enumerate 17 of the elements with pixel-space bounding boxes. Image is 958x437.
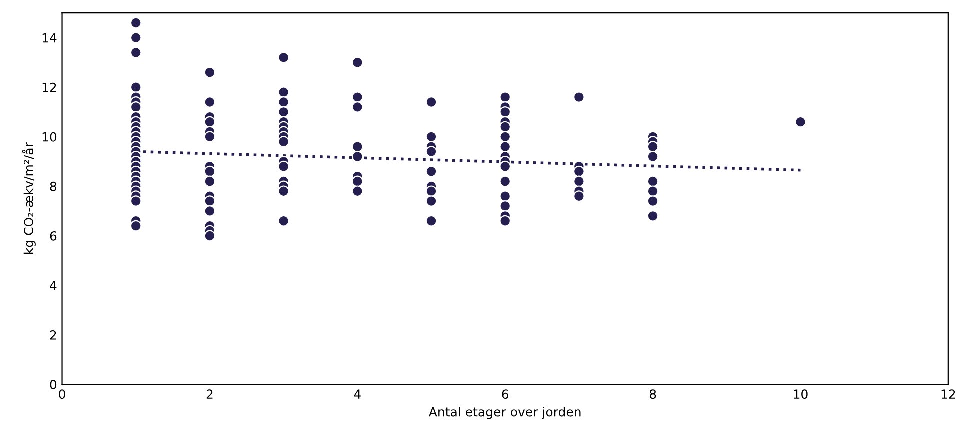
x-tick-label: 10 <box>794 390 808 400</box>
y-tick-label: 12 <box>42 82 56 92</box>
x-tick-label: 6 <box>502 390 509 400</box>
y-tick-label: 2 <box>50 330 56 340</box>
x-tick-label: 2 <box>206 390 213 399</box>
y-tick-label: 4 <box>50 281 57 290</box>
y-tick-label: 0 <box>50 380 57 390</box>
y-axis-title: kg CO₂-ækv/m²/år <box>22 142 36 254</box>
x-tick-label: 4 <box>354 390 361 399</box>
y-tick-label: 6 <box>50 231 57 241</box>
y-tick-label: 14 <box>42 34 57 43</box>
x-tick-label: 8 <box>650 390 656 400</box>
x-tick-label: 0 <box>59 390 66 400</box>
x-axis-title: Antal etager over jorden <box>428 407 581 420</box>
y-tick-label: 8 <box>50 182 57 192</box>
y-tick-label: 10 <box>42 132 57 142</box>
x-tick-label: 12 <box>942 390 956 399</box>
